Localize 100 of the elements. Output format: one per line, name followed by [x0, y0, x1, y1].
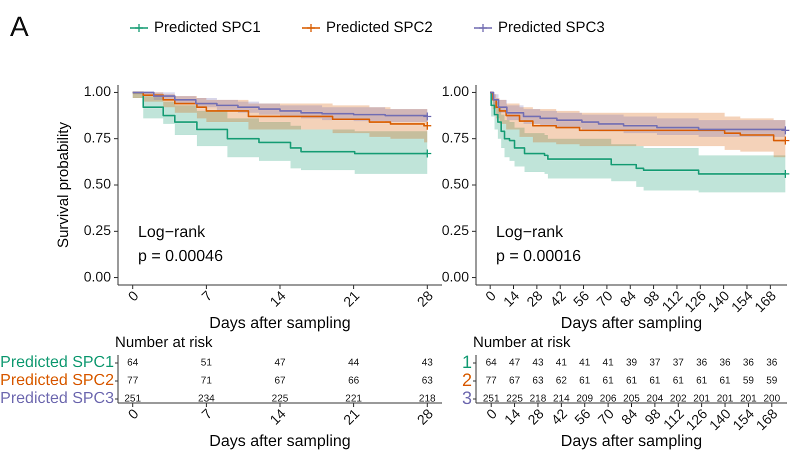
data-label: 218 — [418, 394, 436, 405]
data-label: 61 — [602, 376, 614, 387]
data-label: 209 — [576, 394, 594, 405]
data-label: 64 — [486, 358, 498, 369]
data-label: 44 — [348, 358, 360, 369]
x-tick-label: 56 — [570, 287, 592, 310]
legend-label: Predicted SPC1 — [154, 18, 261, 36]
data-label: 51 — [200, 358, 212, 369]
x-tick-label: 56 — [571, 405, 594, 428]
chart-title: Number at risk — [115, 334, 214, 351]
data-label: 214 — [553, 394, 570, 405]
y-tick-label: 0.75 — [84, 129, 112, 146]
data-label: 62 — [556, 376, 568, 387]
data-label: 61 — [579, 376, 591, 387]
chart-title: A — [10, 11, 29, 42]
data-label: 43 — [422, 358, 434, 369]
data-label: 202 — [670, 394, 688, 405]
x-tick-label: 21 — [340, 287, 363, 310]
y-tick-label: Predicted SPC3 — [0, 390, 114, 408]
x-tick-label: 84 — [618, 405, 640, 428]
data-label: 47 — [509, 358, 521, 369]
data-label: 39 — [626, 358, 638, 369]
data-label: 64 — [127, 358, 139, 369]
data-label: 234 — [198, 394, 216, 405]
y-tick-label: 0.50 — [442, 176, 470, 192]
data-label: 201 — [693, 394, 710, 405]
data-label: 61 — [672, 376, 684, 387]
x-tick-label: 28 — [524, 405, 547, 428]
data-label: 251 — [482, 394, 500, 405]
y-tick-label: 2 — [462, 370, 472, 390]
data-label: 205 — [623, 394, 640, 405]
data-label: 71 — [200, 376, 212, 387]
x-tick-label: 14 — [266, 287, 289, 310]
x-tick-label: 42 — [548, 405, 570, 428]
x-axis-title: Days after sampling — [209, 433, 351, 450]
legend-label: Predicted SPC3 — [498, 18, 605, 36]
data-label: 47 — [274, 358, 286, 369]
x-axis-title: Days after sampling — [560, 433, 702, 450]
data-label: 36 — [742, 358, 754, 369]
y-axis-title: Survival probability — [55, 122, 72, 248]
x-tick-label: 28 — [523, 287, 546, 310]
y-tick-label: 0.00 — [442, 268, 470, 284]
annotation: Log−rank — [138, 224, 206, 241]
y-tick-label: 1.00 — [442, 83, 470, 100]
data-label: 63 — [422, 376, 434, 387]
data-label: 201 — [740, 394, 758, 405]
data-label: 218 — [530, 394, 547, 405]
y-tick-label: 0.50 — [84, 176, 112, 192]
annotation: p = 0.00046 — [138, 248, 224, 265]
y-tick-label: 0.25 — [442, 222, 470, 238]
x-axis-title: Days after sampling — [209, 315, 351, 332]
x-axis-title: Days after sampling — [560, 315, 702, 332]
annotation: p = 0.00016 — [496, 248, 582, 265]
data-label: 225 — [506, 394, 524, 405]
y-tick-label: 0.00 — [84, 268, 112, 284]
data-label: 67 — [274, 376, 286, 387]
data-label: 37 — [649, 358, 661, 369]
data-label: 61 — [626, 376, 638, 387]
x-tick-label: 28 — [414, 405, 436, 428]
x-tick-label: 42 — [546, 287, 570, 310]
data-label: 59 — [766, 376, 778, 387]
x-tick-label: 0 — [482, 287, 500, 304]
y-tick-label: 0.75 — [442, 129, 470, 146]
data-label: 63 — [532, 376, 544, 387]
data-label: 61 — [649, 376, 661, 387]
x-tick-label: 7 — [198, 405, 216, 422]
chart-title: Number at risk — [473, 334, 572, 351]
data-label: 204 — [646, 394, 664, 405]
data-label: 206 — [600, 394, 617, 405]
x-tick-label: 21 — [340, 405, 363, 428]
data-label: 59 — [742, 376, 754, 387]
data-label: 36 — [696, 358, 708, 369]
y-tick-label: Predicted SPC1 — [0, 354, 114, 372]
data-label: 67 — [509, 376, 521, 387]
data-label: 41 — [602, 358, 614, 369]
annotation: Log−rank — [496, 224, 564, 241]
y-tick-label: Predicted SPC2 — [0, 372, 114, 390]
data-label: 77 — [127, 376, 139, 387]
data-label: 36 — [719, 358, 732, 369]
data-label: 66 — [348, 376, 360, 387]
y-tick-label: 3 — [462, 388, 472, 408]
y-tick-label: 1.00 — [84, 83, 112, 100]
y-tick-label: 0.25 — [84, 222, 112, 238]
data-label: 225 — [272, 394, 289, 405]
x-tick-label: 84 — [616, 287, 640, 310]
data-label: 37 — [672, 358, 684, 369]
data-label: 41 — [579, 358, 591, 369]
x-tick-label: 28 — [414, 287, 436, 310]
data-label: 36 — [766, 358, 778, 369]
data-label: 77 — [486, 376, 498, 387]
x-tick-label: 0 — [124, 287, 142, 304]
legend-label: Predicted SPC2 — [326, 18, 433, 36]
x-tick-label: 14 — [500, 405, 524, 428]
x-tick-label: 70 — [593, 287, 616, 310]
data-label: 41 — [556, 358, 568, 369]
x-tick-label: 7 — [198, 287, 216, 304]
y-tick-label: 1 — [462, 352, 472, 372]
x-tick-label: 0 — [483, 405, 500, 422]
data-label: 221 — [345, 394, 362, 405]
x-tick-label: 0 — [124, 405, 142, 422]
